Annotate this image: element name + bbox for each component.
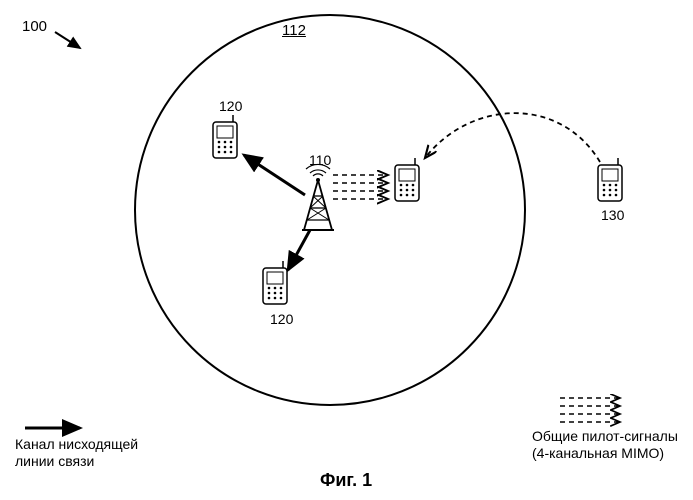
downlink-arrow bbox=[244, 155, 305, 195]
device-label-top: 120 bbox=[219, 98, 242, 114]
legend-pilot-line1: Общие пилот-сигналы bbox=[532, 428, 678, 444]
legend-downlink-line2: линии связи bbox=[15, 453, 94, 469]
legend-pilot-line2: (4-канальная MIMO) bbox=[532, 445, 664, 461]
device-icon bbox=[263, 261, 287, 304]
device-label-outside: 130 bbox=[601, 207, 624, 223]
handover-arrow bbox=[425, 113, 600, 162]
device-label-bottom: 120 bbox=[270, 311, 293, 327]
pilot-arrows bbox=[333, 175, 388, 199]
legend-pilot-arrows-icon bbox=[560, 398, 620, 422]
device-icon bbox=[598, 158, 622, 201]
device-icon bbox=[213, 115, 237, 158]
tower-label: 110 bbox=[309, 152, 331, 168]
legend-downlink-line1: Канал нисходящей bbox=[15, 436, 138, 452]
figure-caption: Фиг. 1 bbox=[320, 470, 372, 491]
network-diagram bbox=[0, 0, 693, 500]
base-station-icon bbox=[302, 164, 334, 230]
cell-boundary-label: 112 bbox=[282, 22, 306, 39]
cell-boundary bbox=[135, 15, 525, 405]
downlink-arrow bbox=[288, 230, 310, 270]
figure-ref-arrow bbox=[55, 32, 80, 48]
device-icon bbox=[395, 158, 419, 201]
figure-ref-label: 100 bbox=[22, 18, 47, 35]
